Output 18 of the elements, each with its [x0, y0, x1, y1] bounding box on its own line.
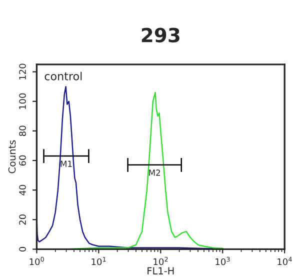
y-tick-label: 120 [19, 64, 26, 80]
y-tick-label: 20 [19, 214, 26, 225]
x-tick-label: 10$^{0}$ [30, 256, 44, 266]
y-tick-label: 100 [19, 93, 26, 109]
annotation: control [44, 72, 82, 80]
series-label: M1 [60, 160, 72, 167]
y-tick-label: 60 [19, 155, 26, 166]
x-tick-label: 10$^{3}$ [216, 256, 230, 266]
y-tick-label: 80 [19, 126, 26, 136]
y-axis-title: Counts [8, 140, 16, 174]
x-tick-label: 10$^{1}$ [92, 256, 106, 266]
x-tick-label: 10$^{4}$ [278, 256, 292, 266]
y-tick-label: 40 [19, 184, 26, 196]
series-label: M2 [149, 170, 160, 176]
x-tick-label: 10$^{2}$ [154, 256, 168, 266]
y-tick-label: 0 [19, 246, 26, 252]
x-axis-title: FL1-H [148, 267, 174, 274]
chart-title: 293 [142, 28, 180, 42]
